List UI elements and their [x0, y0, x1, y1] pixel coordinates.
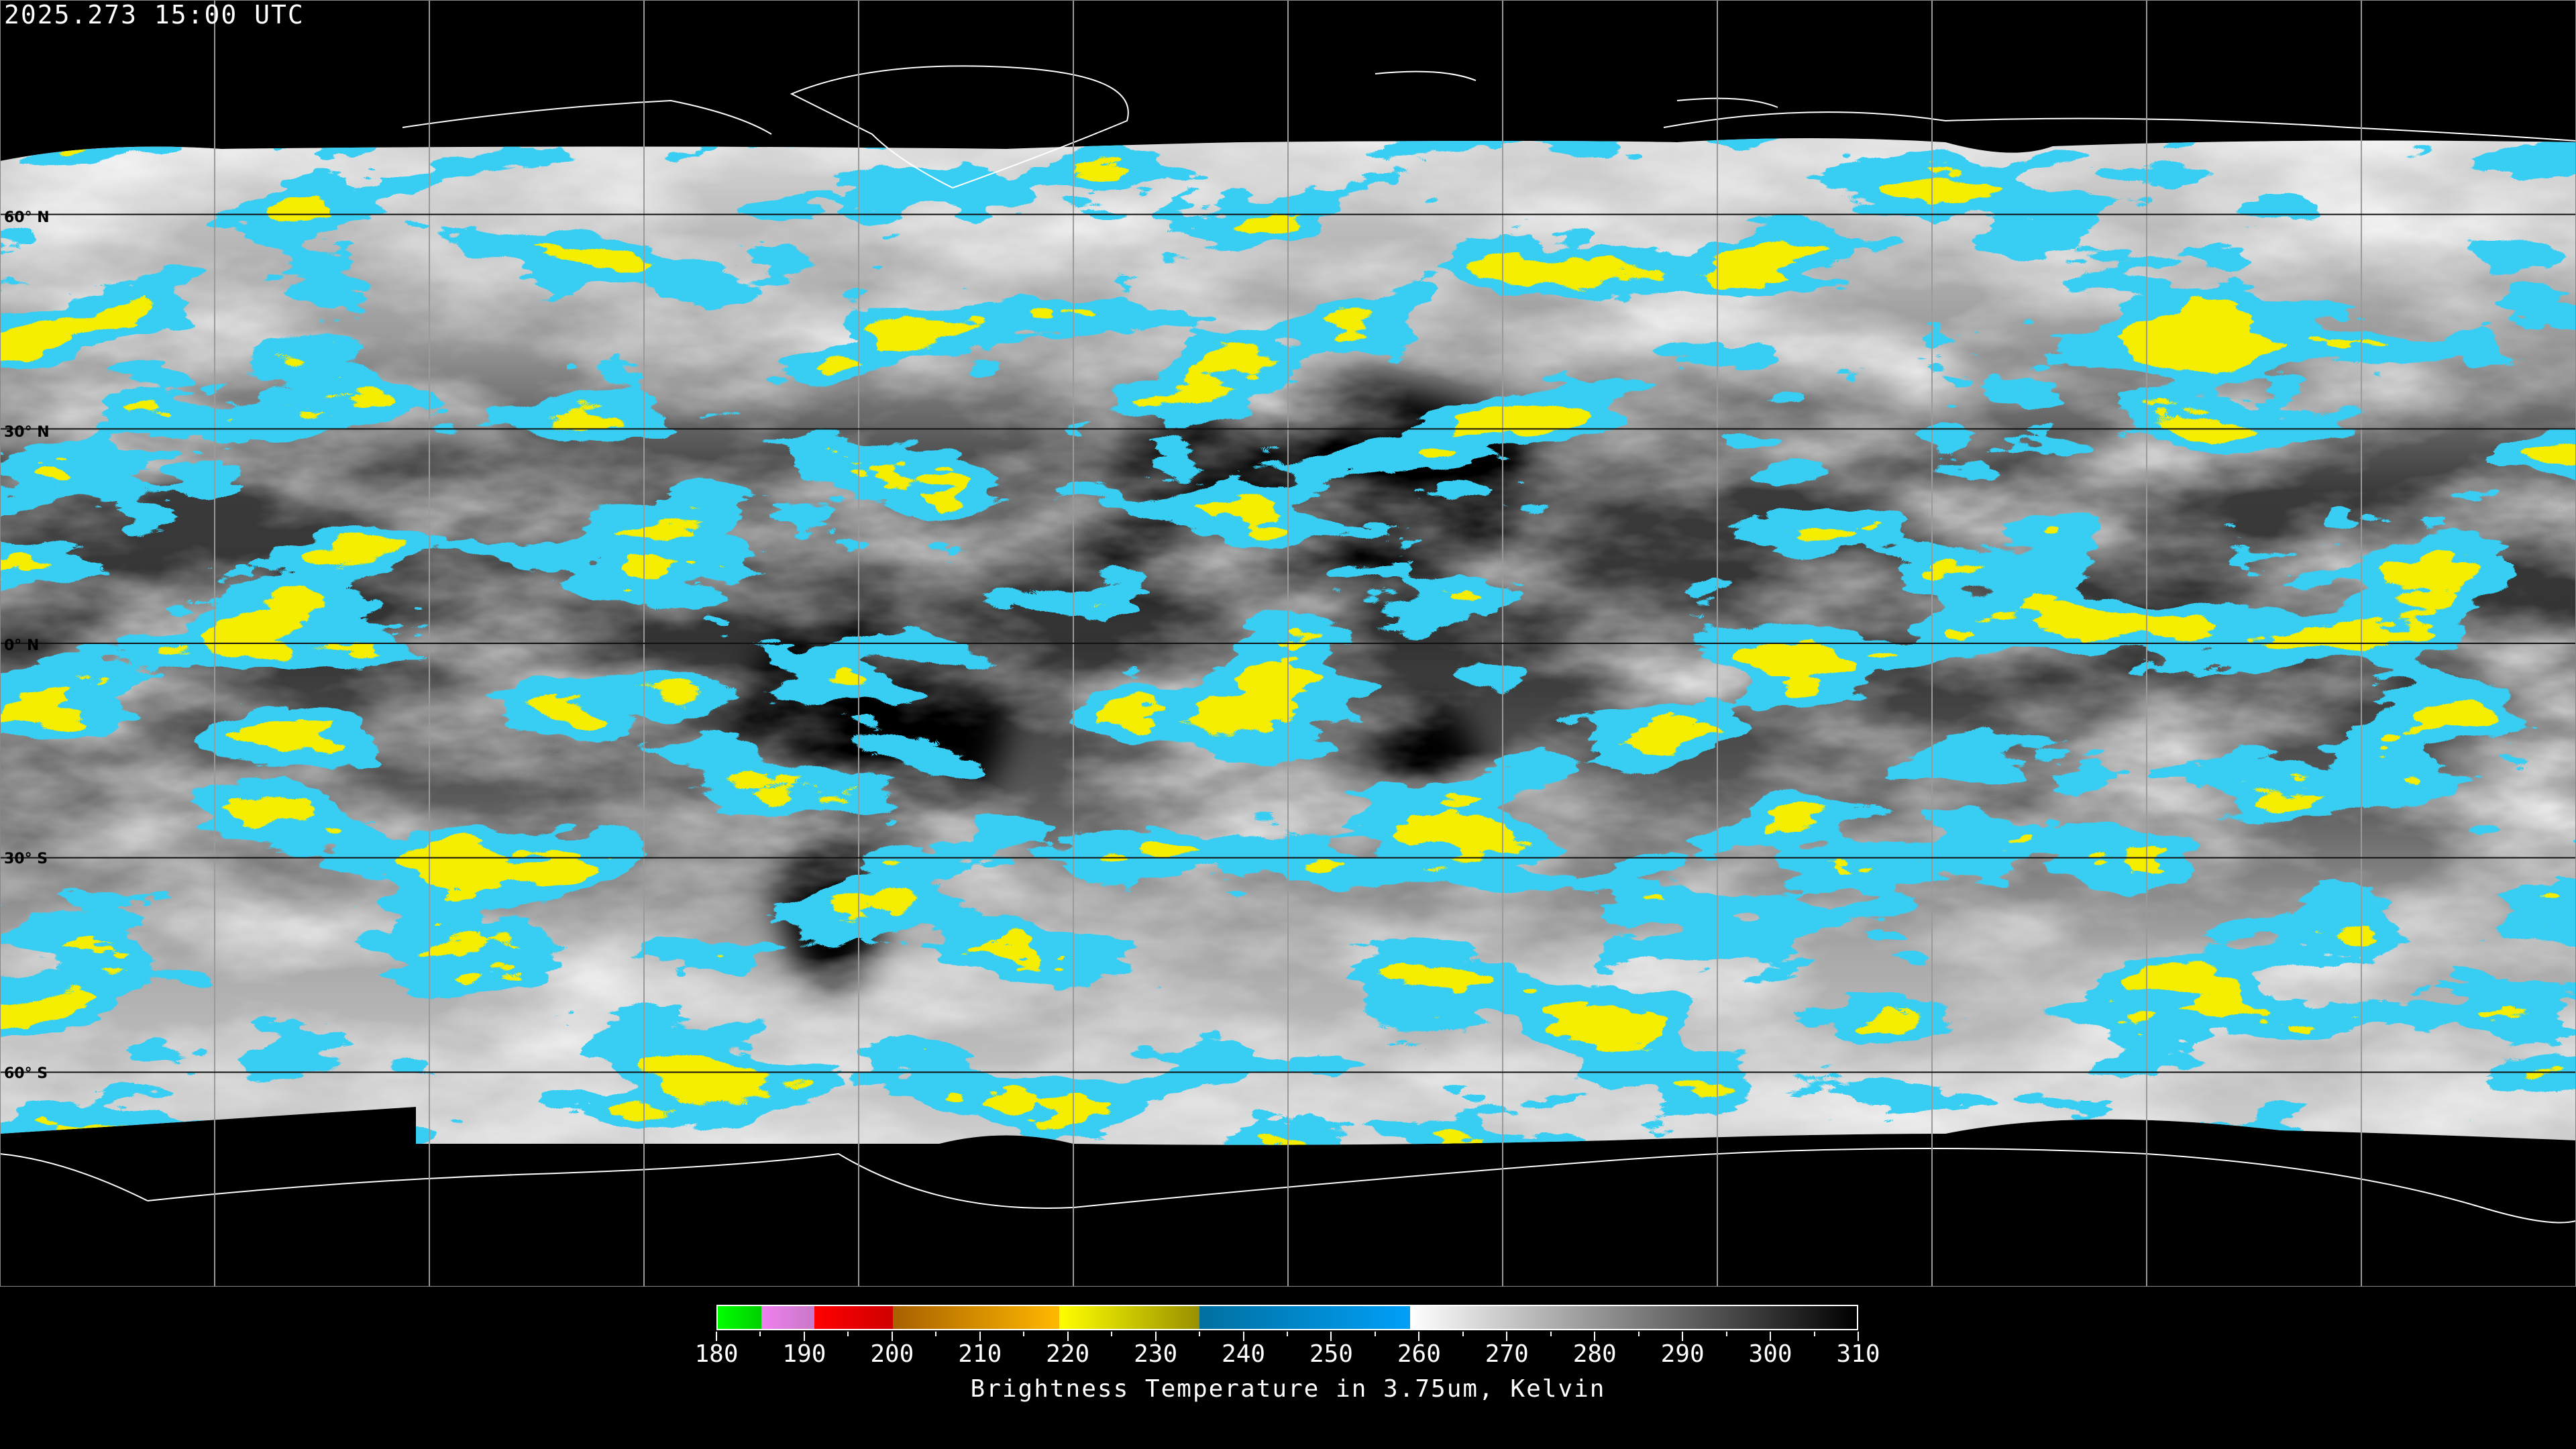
colorbar-tick	[1682, 1332, 1684, 1341]
colorbar-tick	[1023, 1332, 1025, 1336]
colorbar-segment	[718, 1306, 762, 1329]
colorbar-tick-label: 290	[1660, 1340, 1705, 1368]
colorbar-tick	[1770, 1332, 1772, 1341]
colorbar-tick-label: 240	[1222, 1340, 1266, 1368]
colorbar-tick-label: 200	[870, 1340, 914, 1368]
lat-label-0: 0° N	[4, 637, 40, 654]
colorbar-segment	[1409, 1306, 1857, 1329]
lat-label-30s: 30° S	[4, 851, 48, 867]
colorbar-tick	[847, 1332, 849, 1336]
colorbar-tick	[1506, 1332, 1508, 1341]
lat-label-60s: 60° S	[4, 1065, 48, 1082]
colorbar-tick	[1242, 1332, 1244, 1341]
colorbar-tick	[803, 1332, 805, 1341]
colorbar-tick	[1462, 1332, 1464, 1336]
colorbar-tick	[1594, 1332, 1596, 1341]
colorbar-tick-label: 280	[1572, 1340, 1617, 1368]
colorbar-tick	[716, 1332, 717, 1341]
colorbar-segment	[893, 1306, 1060, 1329]
colorbar-tick	[1111, 1332, 1113, 1336]
colorbar-tick	[979, 1332, 981, 1341]
colorbar-tick-label: 230	[1134, 1340, 1178, 1368]
colorbar-tick-label: 260	[1397, 1340, 1441, 1368]
colorbar-tick	[1725, 1332, 1727, 1336]
colorbar-tick	[1067, 1332, 1069, 1341]
lat-label-60n: 60° N	[4, 209, 50, 226]
graticule	[0, 0, 2576, 1287]
colorbar-tick	[1330, 1332, 1332, 1341]
colorbar-title: Brightness Temperature in 3.75um, Kelvin	[970, 1375, 1606, 1403]
colorbar-tick-label: 270	[1485, 1340, 1529, 1368]
colorbar-tick-label: 180	[694, 1340, 739, 1368]
arctic-islands-coast	[402, 70, 2576, 142]
antarctica-coast	[0, 1148, 2576, 1224]
colorbar-tick	[1155, 1332, 1157, 1341]
colorbar-segment	[814, 1306, 894, 1329]
colorbar-segment	[761, 1306, 814, 1329]
colorbar-tick-label: 210	[958, 1340, 1002, 1368]
colorbar-tick-label: 250	[1309, 1340, 1353, 1368]
colorbar-tick	[891, 1332, 893, 1341]
colorbar-segment	[1199, 1306, 1410, 1329]
colorbar-tick	[1418, 1332, 1420, 1341]
colorbar-tick-label: 310	[1836, 1340, 1880, 1368]
colorbar-tick	[1374, 1332, 1376, 1336]
lat-label-30n: 30° N	[4, 424, 50, 441]
colorbar-segment	[1059, 1306, 1200, 1329]
colorbar-tick-label: 300	[1748, 1340, 1792, 1368]
colorbar-tick	[1813, 1332, 1815, 1336]
colorbar-tick	[935, 1332, 937, 1336]
colorbar-tick-label: 190	[782, 1340, 826, 1368]
colorbar-tick-label: 220	[1046, 1340, 1090, 1368]
greenland-coast	[790, 65, 1129, 189]
timestamp: 2025.273 15:00 UTC	[4, 0, 305, 30]
colorbar-tick	[1550, 1332, 1552, 1336]
colorbar-tick	[1858, 1332, 1859, 1341]
coastlines	[0, 65, 2576, 1224]
colorbar-tick	[1287, 1332, 1288, 1336]
colorbar-tick	[759, 1332, 761, 1336]
colorbar-tick	[1199, 1332, 1201, 1336]
colorbar-tick	[1638, 1332, 1640, 1336]
satellite-map	[0, 0, 2576, 1288]
colorbar	[716, 1305, 1858, 1330]
